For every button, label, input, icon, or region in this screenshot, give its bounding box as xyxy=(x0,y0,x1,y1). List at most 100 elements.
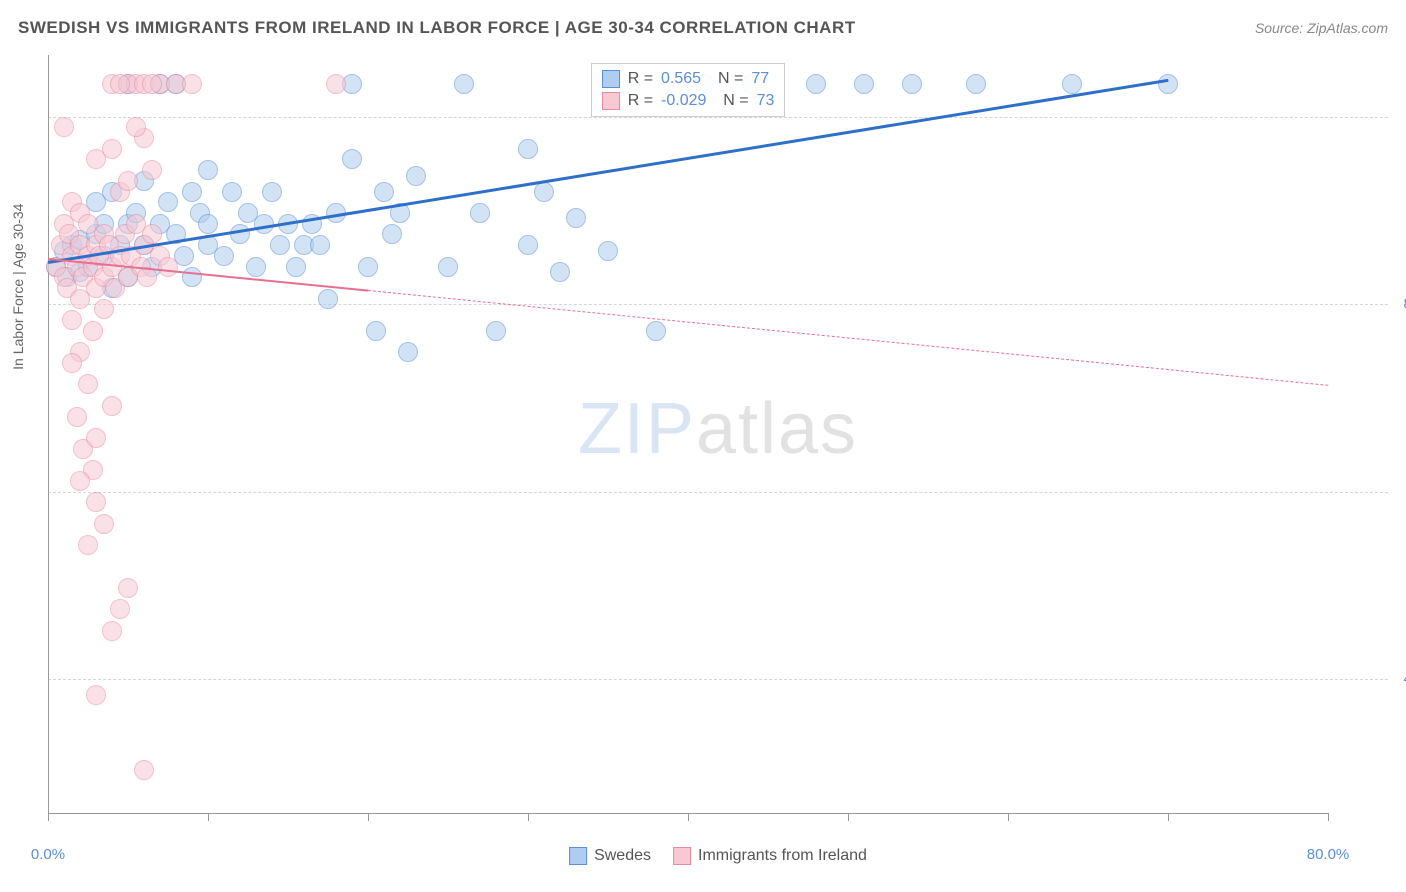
scatter-point xyxy=(94,514,114,534)
x-tick xyxy=(48,813,49,821)
scatter-point xyxy=(398,342,418,362)
scatter-point xyxy=(78,535,98,555)
gridline xyxy=(48,304,1388,305)
scatter-point xyxy=(182,267,202,287)
scatter-point xyxy=(454,74,474,94)
scatter-point xyxy=(78,374,98,394)
legend-item: Swedes xyxy=(569,847,651,865)
scatter-point xyxy=(318,289,338,309)
scatter-point xyxy=(62,310,82,330)
scatter-point xyxy=(342,149,362,169)
stat-n-label: N = xyxy=(714,92,748,110)
source-attribution: Source: ZipAtlas.com xyxy=(1255,20,1388,36)
chart-area: ZIPatlas 47.5%82.5%0.0%80.0%R = 0.565 N … xyxy=(48,55,1388,835)
scatter-point xyxy=(646,321,666,341)
scatter-point xyxy=(182,74,202,94)
scatter-point xyxy=(366,321,386,341)
scatter-point xyxy=(118,171,138,191)
scatter-point xyxy=(286,257,306,277)
legend: Swedes Immigrants from Ireland xyxy=(569,847,867,865)
series-swatch xyxy=(602,92,620,110)
gridline xyxy=(48,492,1388,493)
scatter-point xyxy=(374,182,394,202)
scatter-point xyxy=(598,241,618,261)
x-tick-label: 80.0% xyxy=(1307,846,1350,863)
legend-label: Swedes xyxy=(594,847,651,865)
scatter-point xyxy=(1062,74,1082,94)
scatter-point xyxy=(102,139,122,159)
scatter-point xyxy=(230,224,250,244)
x-tick xyxy=(688,813,689,821)
scatter-point xyxy=(310,235,330,255)
scatter-point xyxy=(83,321,103,341)
x-tick xyxy=(848,813,849,821)
chart-header: SWEDISH VS IMMIGRANTS FROM IRELAND IN LA… xyxy=(18,18,1388,38)
scatter-point xyxy=(142,160,162,180)
scatter-point xyxy=(110,74,130,94)
stats-row: R = -0.029 N = 73 xyxy=(602,90,775,112)
scatter-point xyxy=(566,208,586,228)
stat-r-label: R = xyxy=(628,70,653,88)
x-tick xyxy=(208,813,209,821)
x-tick xyxy=(368,813,369,821)
stat-n-value: 73 xyxy=(757,92,775,110)
scatter-point xyxy=(326,74,346,94)
watermark: ZIPatlas xyxy=(578,388,858,470)
legend-item: Immigrants from Ireland xyxy=(673,847,867,865)
scatter-point xyxy=(262,182,282,202)
y-axis-line xyxy=(48,55,49,813)
stats-row: R = 0.565 N = 77 xyxy=(602,68,775,90)
scatter-point xyxy=(158,257,178,277)
stat-r-value: 0.565 xyxy=(661,70,701,88)
scatter-point xyxy=(110,599,130,619)
scatter-point xyxy=(358,257,378,277)
scatter-point xyxy=(1158,74,1178,94)
scatter-point xyxy=(902,74,922,94)
scatter-point xyxy=(806,74,826,94)
series-swatch xyxy=(602,70,620,88)
x-tick xyxy=(528,813,529,821)
scatter-point xyxy=(102,396,122,416)
scatter-point xyxy=(486,321,506,341)
legend-swatch xyxy=(673,847,691,865)
legend-swatch xyxy=(569,847,587,865)
chart-title: SWEDISH VS IMMIGRANTS FROM IRELAND IN LA… xyxy=(18,18,856,38)
plot-region: ZIPatlas 47.5%82.5%0.0%80.0%R = 0.565 N … xyxy=(48,55,1388,835)
x-tick xyxy=(1328,813,1329,821)
scatter-point xyxy=(86,685,106,705)
scatter-point xyxy=(382,224,402,244)
legend-label: Immigrants from Ireland xyxy=(698,847,867,865)
scatter-point xyxy=(67,407,87,427)
scatter-point xyxy=(54,117,74,137)
scatter-point xyxy=(142,224,162,244)
scatter-point xyxy=(198,160,218,180)
scatter-point xyxy=(966,74,986,94)
scatter-point xyxy=(214,246,234,266)
scatter-point xyxy=(118,578,138,598)
scatter-point xyxy=(62,353,82,373)
scatter-point xyxy=(270,235,290,255)
x-tick-label: 0.0% xyxy=(31,846,65,863)
stats-box: R = 0.565 N = 77R = -0.029 N = 73 xyxy=(591,63,786,117)
scatter-point xyxy=(470,203,490,223)
scatter-point xyxy=(550,262,570,282)
stat-r-label: R = xyxy=(628,92,653,110)
scatter-point xyxy=(534,182,554,202)
scatter-point xyxy=(86,492,106,512)
scatter-point xyxy=(86,428,106,448)
scatter-point xyxy=(438,257,458,277)
stat-r-value: -0.029 xyxy=(661,92,706,110)
scatter-point xyxy=(198,214,218,234)
stat-n-label: N = xyxy=(709,70,743,88)
scatter-point xyxy=(70,471,90,491)
scatter-point xyxy=(518,235,538,255)
stat-n-value: 77 xyxy=(751,70,769,88)
gridline xyxy=(48,679,1388,680)
scatter-point xyxy=(222,182,242,202)
scatter-point xyxy=(142,74,162,94)
scatter-point xyxy=(126,117,146,137)
scatter-point xyxy=(158,192,178,212)
scatter-point xyxy=(134,760,154,780)
scatter-point xyxy=(518,139,538,159)
scatter-point xyxy=(406,166,426,186)
